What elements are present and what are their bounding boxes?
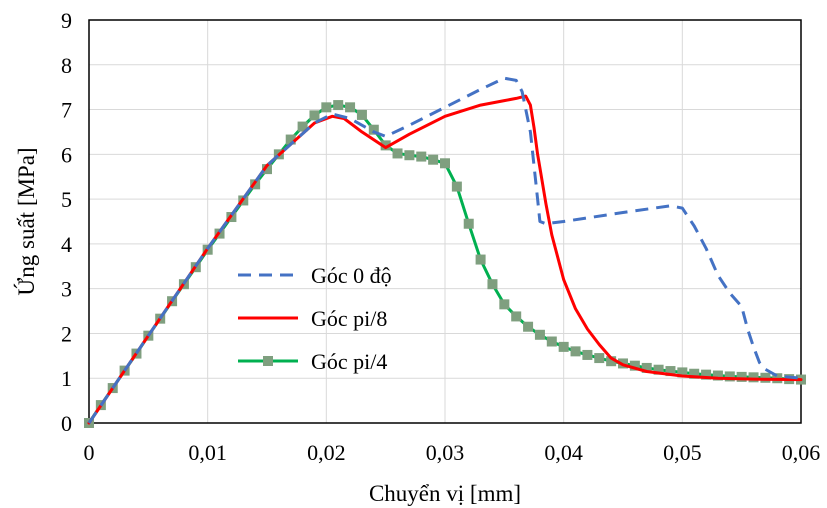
series-marker-2 [380,140,391,151]
series-marker-2 [558,341,569,352]
plot-area-frame [88,19,802,424]
series-marker-2 [736,371,747,382]
series-marker-2 [487,279,498,290]
x-tick-label: 0,05 [663,440,702,465]
series-line-0 [87,76,802,424]
series-marker-2 [321,102,332,113]
y-tick-label: 2 [61,321,72,346]
legend-label-1: Góc pi/8 [311,306,387,331]
series-marker-2 [677,367,688,378]
series-marker-2 [665,366,676,377]
series-marker-2 [594,353,605,364]
series-layer [84,76,806,428]
legend-label-2: Góc pi/4 [311,349,387,374]
series-marker-2 [689,368,700,379]
y-axis-ticks: 0 1 2 3 4 5 6 7 8 9 [61,8,72,436]
y-tick-label: 9 [61,8,72,33]
series-marker-2 [297,121,308,132]
y-axis-label: Ứng suất [MPa] [13,147,39,295]
y-tick-label: 0 [61,411,72,436]
series-marker-2 [451,181,462,192]
legend-label-0: Góc 0 độ [311,263,392,288]
series-marker-2 [356,109,367,120]
series-marker-2 [463,218,474,229]
y-tick-label: 6 [61,142,72,167]
series-marker-2 [333,100,344,111]
x-tick-label: 0,06 [782,440,821,465]
legend: Góc 0 độ Góc pi/8 Góc pi/4 [238,263,392,374]
series-marker-2 [724,371,735,382]
y-tick-label: 7 [61,98,72,123]
y-tick-label: 3 [61,277,72,302]
series-marker-2 [416,151,427,162]
series-marker-2 [404,150,415,161]
series-marker-2 [606,356,617,367]
series-marker-2 [368,124,379,135]
x-tick-label: 0,03 [426,440,465,465]
y-tick-label: 4 [61,232,72,257]
series-marker-2 [629,360,640,371]
x-tick-label: 0,02 [307,440,346,465]
series-marker-2 [570,346,581,357]
legend-marker-2 [263,356,273,366]
series-marker-2 [523,321,534,332]
series-marker-2 [499,299,510,310]
series-marker-2 [262,164,272,175]
series-marker-2 [285,134,296,145]
series-marker-2 [511,311,522,322]
x-tick-label: 0,01 [188,440,227,465]
series-marker-2 [309,110,320,121]
series-marker-2 [392,148,403,159]
series-marker-2 [475,254,486,265]
series-marker-2 [653,364,664,375]
y-tick-label: 5 [61,187,72,212]
x-tick-label: 0 [84,440,95,465]
x-axis-label: Chuyển vị [mm] [369,481,521,506]
x-tick-label: 0,04 [544,440,583,465]
y-tick-label: 1 [61,366,72,391]
series-marker-2 [546,336,557,347]
series-marker-2 [534,329,545,340]
series-marker-2 [701,369,712,380]
series-marker-2 [641,362,652,373]
x-axis-ticks: 0 0,01 0,02 0,03 0,04 0,05 0,06 [84,440,821,465]
series-marker-2 [428,154,439,165]
series-marker-2 [345,102,356,113]
series-line-1 [87,94,803,425]
series-marker-2 [748,372,759,383]
y-tick-label: 8 [61,53,72,78]
series-marker-2 [712,370,723,381]
series-marker-2 [440,158,450,169]
series-marker-2 [582,349,593,360]
